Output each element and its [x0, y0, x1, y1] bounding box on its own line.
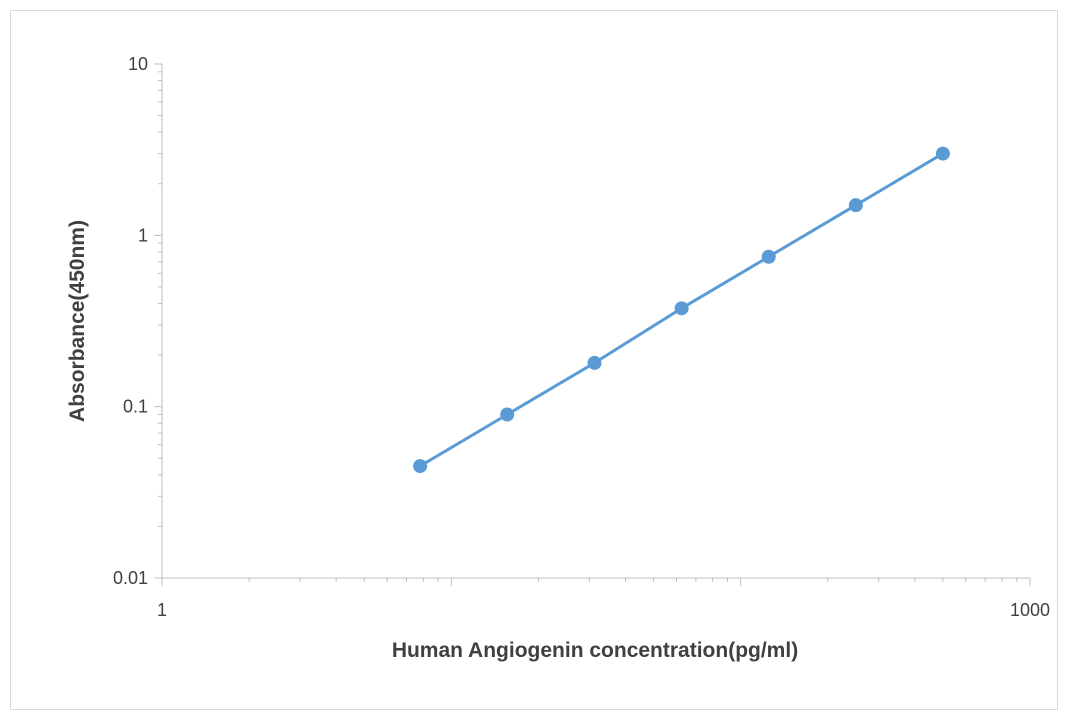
y-tick-label: 10 — [128, 54, 148, 74]
y-axis-title: Absorbance(450nm) — [66, 220, 89, 422]
data-point — [935, 146, 950, 161]
y-tick-label: 0.01 — [113, 568, 148, 588]
tick-labels: 0.01 0.1 1 10 1 1000 — [113, 54, 1050, 620]
x-tick-label: 1 — [157, 600, 167, 620]
data-point — [674, 301, 689, 316]
y-tick-label: 1 — [138, 225, 148, 245]
y-tick-label: 0.1 — [123, 397, 148, 417]
data-point — [413, 459, 428, 474]
chart-frame — [10, 10, 1058, 710]
series — [413, 146, 950, 474]
x-tick-label: 1000 — [1010, 600, 1050, 620]
data-point — [587, 355, 602, 370]
axes — [161, 64, 1030, 579]
ticks — [154, 63, 1031, 586]
data-point — [761, 249, 776, 264]
data-point — [848, 198, 863, 213]
x-axis-title: Human Angiogenin concentration(pg/ml) — [392, 639, 798, 662]
data-point — [500, 407, 515, 422]
